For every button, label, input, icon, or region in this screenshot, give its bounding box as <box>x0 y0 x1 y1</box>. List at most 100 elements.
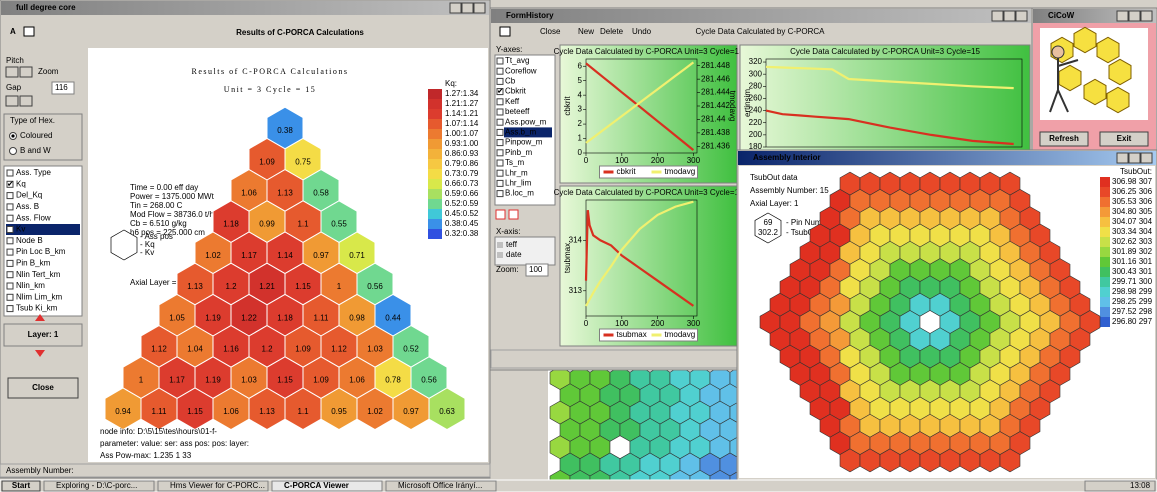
task-button[interactable] <box>43 480 155 492</box>
menu-item[interactable]: New <box>578 27 594 36</box>
checkbox[interactable] <box>6 271 14 279</box>
hex-value: 1.13 <box>259 407 275 416</box>
title-bar <box>491 9 1031 23</box>
info-line: Power = 1375.000 MWt <box>130 192 215 201</box>
checkbox[interactable] <box>6 169 14 177</box>
clock: 13:08 <box>1130 481 1151 490</box>
up-arrow[interactable] <box>35 314 45 321</box>
legend-label: 304.07 304 <box>1112 217 1153 226</box>
info-line: Assembly Number: 15 <box>750 186 829 195</box>
legend-swatch <box>428 89 442 99</box>
legend-box <box>599 165 698 179</box>
hex-value: 1.04 <box>187 345 203 354</box>
button[interactable] <box>1039 131 1089 147</box>
y2-tick-label: 281.446 <box>701 74 730 83</box>
legend-swatch <box>428 119 442 129</box>
menu-item[interactable]: Undo <box>632 27 652 36</box>
hex-value: 1.03 <box>367 345 383 354</box>
menu-item[interactable]: Close <box>540 27 561 36</box>
x-tick-label: 0 <box>584 156 589 165</box>
task-button[interactable] <box>271 480 383 492</box>
checkbox[interactable] <box>6 282 14 290</box>
button[interactable] <box>7 377 79 399</box>
radio[interactable] <box>9 147 17 155</box>
hex-value: 1.09 <box>313 376 329 385</box>
checkbox[interactable] <box>496 149 504 157</box>
legend-label: cbkrit <box>617 167 637 176</box>
legend-label: 0.45:0.52 <box>445 209 479 218</box>
checkbox[interactable] <box>496 169 504 177</box>
list-item: B.loc_m <box>505 189 534 198</box>
checkbox[interactable] <box>496 98 504 106</box>
checkbox[interactable] <box>6 214 14 222</box>
checkbox[interactable] <box>6 293 14 301</box>
series-line <box>584 209 695 307</box>
task-button[interactable] <box>157 480 269 492</box>
checkbox[interactable] <box>496 139 504 147</box>
hex-value: 1.11 <box>152 407 168 416</box>
group-box <box>3 113 83 161</box>
checkbox[interactable] <box>496 190 504 198</box>
window-button <box>1116 152 1129 164</box>
checkbox[interactable] <box>496 88 504 96</box>
button[interactable] <box>1 480 41 492</box>
legend-label: 0.59:0.66 <box>445 189 479 198</box>
checkbox[interactable] <box>6 248 14 256</box>
hex-value: 1.19 <box>205 376 221 385</box>
legend-label: 0.93:1.00 <box>445 139 479 148</box>
key-hex-label: 302.2 <box>758 228 779 237</box>
print-icon <box>499 26 511 37</box>
hex-value: 0.94 <box>115 407 131 416</box>
checkbox[interactable] <box>496 108 504 116</box>
checkbox[interactable] <box>6 259 14 267</box>
checkbox[interactable] <box>6 305 14 313</box>
button[interactable] <box>19 66 33 78</box>
hex-picture <box>1106 86 1130 114</box>
button[interactable] <box>1099 131 1149 147</box>
hex-value: 1.13 <box>187 282 203 291</box>
hex-value: 0.78 <box>385 376 401 385</box>
checkbox[interactable] <box>6 226 14 233</box>
x-tick-label: 200 <box>651 156 665 165</box>
y-tick-label: 220 <box>749 118 763 127</box>
legend-label: 0.66:0.73 <box>445 179 479 188</box>
y-tick-label: 313 <box>569 286 583 295</box>
menu-item[interactable]: Delete <box>600 27 624 36</box>
checkbox[interactable] <box>496 159 504 167</box>
button[interactable] <box>5 95 19 107</box>
hex-value: 1.15 <box>187 407 203 416</box>
checkbox[interactable] <box>6 180 14 188</box>
checkbox[interactable] <box>496 179 504 187</box>
hex-value: 1.09 <box>259 157 275 166</box>
checkbox[interactable] <box>6 203 14 211</box>
heading: Cycle Data Calculated by C-PORCA <box>696 27 826 36</box>
chart-title: Cycle Data Calculated by C-PORCA Unit=3 … <box>790 47 980 56</box>
chart-title: Cycle Data Calculated by C-PORCA Unit=3 … <box>554 188 744 197</box>
checkbox[interactable] <box>496 77 504 85</box>
y2-tick-label: 281.444 <box>701 88 730 97</box>
hex-value: 1.05 <box>169 313 185 322</box>
button[interactable] <box>19 95 33 107</box>
legend-label: 298.25 299 <box>1112 297 1153 306</box>
hex-value: 1.2 <box>261 345 273 354</box>
hex-value: 1.09 <box>295 345 311 354</box>
checkbox[interactable] <box>496 118 504 126</box>
button[interactable] <box>5 66 19 78</box>
label: X-axis: <box>496 227 520 236</box>
down-arrow[interactable] <box>35 350 45 357</box>
checkbox[interactable] <box>6 192 14 200</box>
list-item: teff <box>506 240 518 249</box>
list-item: Nlin_km <box>16 281 45 290</box>
hex-value: 1.2 <box>225 282 237 291</box>
checkbox[interactable] <box>496 57 504 65</box>
list-item: Ass. B <box>16 202 39 211</box>
task-button[interactable] <box>385 480 497 492</box>
checkbox[interactable] <box>6 237 14 245</box>
label: Pitch <box>6 56 24 65</box>
list-selection <box>6 224 80 235</box>
checkbox[interactable] <box>496 128 504 136</box>
checkbox <box>497 252 503 258</box>
checkbox[interactable] <box>496 67 504 75</box>
y-tick-label: 180 <box>749 142 763 151</box>
